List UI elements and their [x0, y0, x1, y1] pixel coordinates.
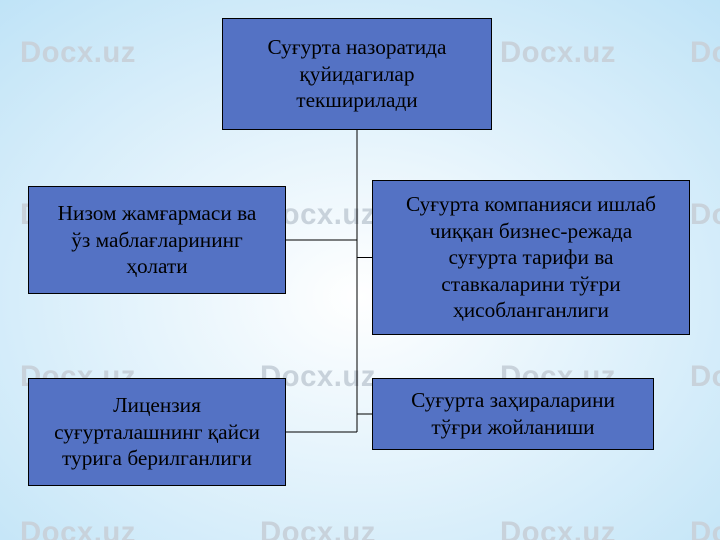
- stage: Docx.uzDocx.uzDocx.uzDocx.uzDocx.uzDocx.…: [0, 0, 720, 540]
- child-box-bottom-left-text: Лицензия суғурталашнинг қайси турига бер…: [54, 392, 260, 472]
- child-box-top-right: Суғурта компанияси ишлаб чиққан бизнес-р…: [372, 180, 690, 335]
- child-box-top-left-text: Низом жамғармаси ва ўз маблағларининг ҳо…: [58, 200, 257, 280]
- child-box-top-right-text: Суғурта компанияси ишлаб чиққан бизнес-р…: [406, 191, 656, 324]
- root-box: Суғурта назоратида қуйидагилар текширила…: [222, 18, 492, 130]
- child-box-bottom-right: Суғурта заҳираларини тўғри жойланиши: [372, 378, 654, 450]
- child-box-bottom-right-text: Суғурта заҳираларини тўғри жойланиши: [411, 387, 615, 440]
- child-box-bottom-left: Лицензия суғурталашнинг қайси турига бер…: [28, 378, 286, 486]
- root-box-text: Суғурта назоратида қуйидагилар текширила…: [267, 34, 446, 114]
- child-box-top-left: Низом жамғармаси ва ўз маблағларининг ҳо…: [28, 186, 286, 294]
